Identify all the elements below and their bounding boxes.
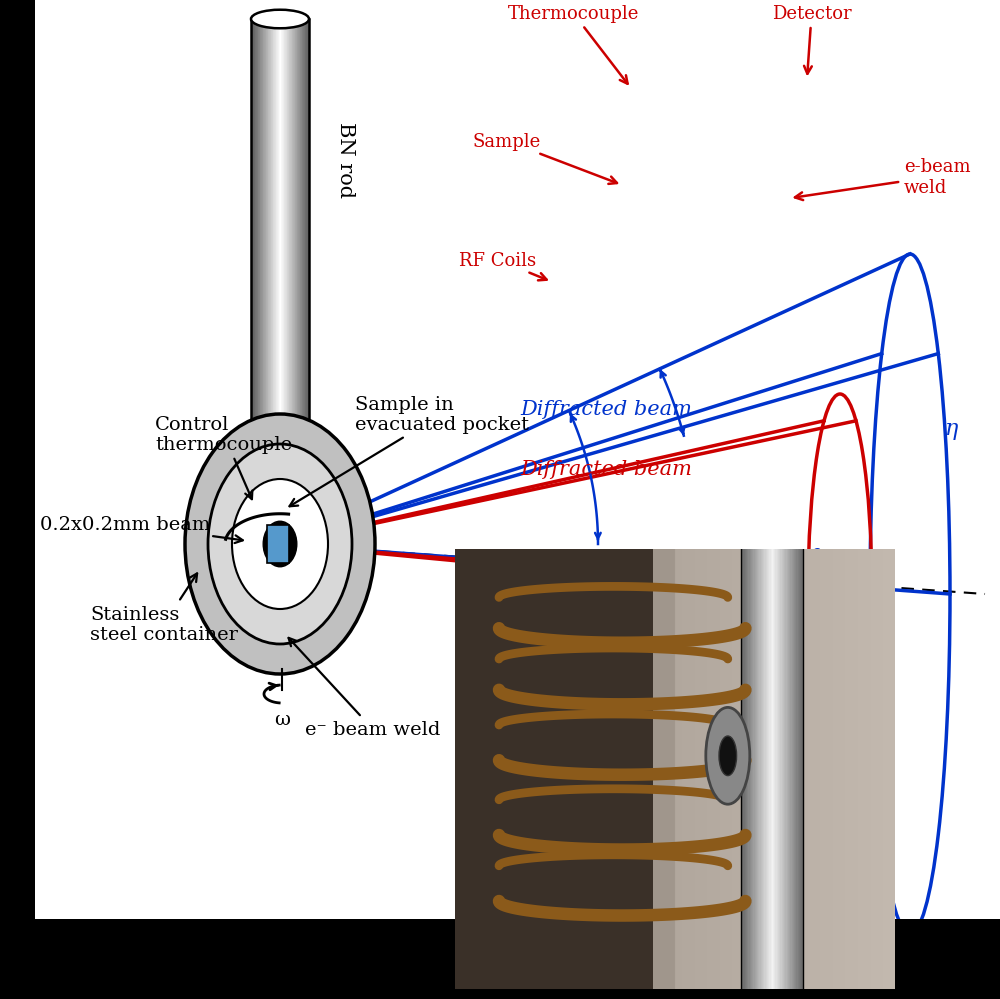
Polygon shape <box>759 549 761 989</box>
Ellipse shape <box>185 415 375 674</box>
Ellipse shape <box>719 736 737 776</box>
Polygon shape <box>796 549 798 989</box>
Polygon shape <box>769 549 771 989</box>
Polygon shape <box>755 549 756 989</box>
Polygon shape <box>0 919 1000 999</box>
Text: Sample in
evacuated pocket: Sample in evacuated pocket <box>290 396 529 506</box>
Text: e-beam
weld: e-beam weld <box>795 158 970 201</box>
Polygon shape <box>761 549 762 989</box>
Polygon shape <box>764 549 766 989</box>
Polygon shape <box>455 549 653 989</box>
Polygon shape <box>780 549 782 989</box>
Text: RF Coils: RF Coils <box>459 252 547 281</box>
Polygon shape <box>801 549 803 989</box>
Polygon shape <box>768 549 769 989</box>
Polygon shape <box>784 549 785 989</box>
Polygon shape <box>752 549 753 989</box>
Polygon shape <box>756 549 757 989</box>
Polygon shape <box>0 0 35 919</box>
Polygon shape <box>795 549 796 989</box>
Text: Detector: Detector <box>772 5 851 75</box>
Polygon shape <box>750 549 751 989</box>
Polygon shape <box>785 549 787 989</box>
Polygon shape <box>741 549 742 989</box>
Polygon shape <box>788 549 789 989</box>
Text: Diffracted beam: Diffracted beam <box>520 400 692 419</box>
Text: Diffracted beam: Diffracted beam <box>520 460 692 479</box>
Polygon shape <box>800 549 801 989</box>
Polygon shape <box>746 549 747 989</box>
Ellipse shape <box>208 445 352 644</box>
Text: η: η <box>945 418 958 440</box>
Polygon shape <box>798 549 799 989</box>
Polygon shape <box>787 549 788 989</box>
Ellipse shape <box>263 521 297 567</box>
Polygon shape <box>745 549 746 989</box>
Polygon shape <box>782 549 783 989</box>
Polygon shape <box>772 549 773 989</box>
Text: Sample: Sample <box>473 133 617 185</box>
Polygon shape <box>748 549 750 989</box>
Polygon shape <box>767 549 768 989</box>
Polygon shape <box>771 549 772 989</box>
Polygon shape <box>793 549 794 989</box>
Text: e⁻ beam weld: e⁻ beam weld <box>289 638 440 738</box>
Polygon shape <box>775 549 777 989</box>
Polygon shape <box>779 549 780 989</box>
Text: Thermocouple: Thermocouple <box>508 5 639 85</box>
Polygon shape <box>758 549 759 989</box>
Polygon shape <box>790 549 792 989</box>
Polygon shape <box>747 549 748 989</box>
Text: 0.2x0.2mm beam: 0.2x0.2mm beam <box>40 515 243 543</box>
Text: Stainless
steel container: Stainless steel container <box>90 573 238 643</box>
Polygon shape <box>743 549 745 989</box>
Polygon shape <box>742 549 743 989</box>
Polygon shape <box>773 549 774 989</box>
Polygon shape <box>267 525 289 563</box>
Text: 2θ: 2θ <box>795 547 822 569</box>
Polygon shape <box>778 549 779 989</box>
Ellipse shape <box>232 480 328 609</box>
Polygon shape <box>751 549 752 989</box>
Polygon shape <box>799 549 800 989</box>
Polygon shape <box>783 549 784 989</box>
Polygon shape <box>794 549 795 989</box>
Ellipse shape <box>706 707 750 804</box>
Text: BN rod: BN rod <box>336 122 354 198</box>
Polygon shape <box>789 549 790 989</box>
Ellipse shape <box>251 11 309 29</box>
Polygon shape <box>762 549 763 989</box>
Polygon shape <box>792 549 793 989</box>
Polygon shape <box>763 549 764 989</box>
Text: ω: ω <box>274 710 290 728</box>
Text: Control
thermocouple: Control thermocouple <box>155 416 292 500</box>
Polygon shape <box>757 549 758 989</box>
Polygon shape <box>766 549 767 989</box>
Polygon shape <box>753 549 755 989</box>
Polygon shape <box>777 549 778 989</box>
Polygon shape <box>774 549 775 989</box>
